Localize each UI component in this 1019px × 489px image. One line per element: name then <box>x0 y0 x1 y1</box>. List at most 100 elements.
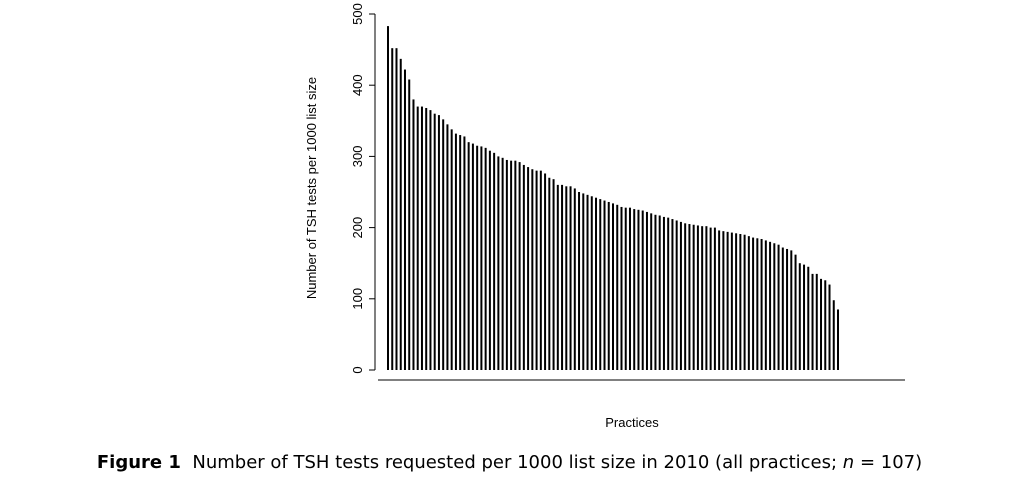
caption-text: Number of TSH tests requested per 1000 l… <box>192 452 843 473</box>
caption-label: Figure 1 <box>96 452 181 473</box>
bar <box>556 184 559 370</box>
bar <box>658 215 661 370</box>
caption-italic: n <box>842 452 855 473</box>
bar <box>790 250 793 370</box>
bar <box>832 300 835 370</box>
bar <box>518 162 521 370</box>
bar <box>803 264 806 370</box>
y-axis-label: Number of TSH tests per 1000 list size <box>304 77 319 299</box>
bar <box>684 223 687 370</box>
bar <box>561 184 564 370</box>
bar <box>497 156 500 370</box>
bar <box>616 204 619 370</box>
bar <box>709 227 712 370</box>
bar <box>522 164 525 370</box>
bar <box>510 160 513 370</box>
bar <box>527 167 530 370</box>
bar <box>416 106 419 370</box>
bar <box>603 200 606 370</box>
bar <box>429 110 432 371</box>
bar <box>794 254 797 370</box>
bar <box>739 234 742 370</box>
bar <box>442 119 445 370</box>
bar <box>641 210 644 370</box>
bar <box>637 209 640 370</box>
bar <box>493 152 496 370</box>
bar <box>696 225 699 370</box>
bar <box>573 188 576 370</box>
bar <box>650 213 653 370</box>
bar <box>450 129 453 370</box>
bar <box>454 133 457 370</box>
bar <box>756 238 759 370</box>
bar <box>395 48 398 371</box>
bar <box>480 146 483 370</box>
bar <box>539 170 542 370</box>
bar <box>807 266 810 370</box>
bar <box>590 196 593 370</box>
bar <box>662 216 665 370</box>
bar <box>548 177 551 370</box>
x-axis-label: Practices <box>605 415 659 430</box>
bar <box>777 244 780 370</box>
bar <box>722 231 725 370</box>
bar <box>628 207 631 370</box>
bar <box>671 219 674 370</box>
bar <box>433 113 436 371</box>
bar <box>781 247 784 370</box>
bar <box>403 69 406 370</box>
bar <box>692 224 695 370</box>
bar <box>645 211 648 370</box>
bar <box>467 142 470 370</box>
bar <box>437 115 440 370</box>
bar <box>675 220 678 370</box>
bar <box>633 209 636 370</box>
bar <box>412 99 415 370</box>
bar <box>688 224 691 370</box>
bar <box>786 248 789 370</box>
bar <box>828 284 831 370</box>
bar <box>484 147 487 370</box>
bar <box>769 241 772 370</box>
bar <box>459 135 462 370</box>
bar <box>679 221 682 370</box>
bar <box>514 160 517 370</box>
bar <box>773 243 776 370</box>
bar <box>743 234 746 370</box>
bar <box>747 236 750 370</box>
bar <box>667 217 670 370</box>
y-tick-label: 400 <box>350 74 365 96</box>
bar <box>612 203 614 370</box>
bar <box>701 226 704 370</box>
bar <box>471 143 474 370</box>
bar <box>420 106 423 370</box>
bar <box>620 206 623 370</box>
bar <box>463 136 466 370</box>
bar <box>595 197 598 370</box>
bar <box>760 238 763 370</box>
bar <box>544 173 547 370</box>
bar <box>815 273 818 370</box>
bar <box>607 201 610 370</box>
bar <box>578 192 581 370</box>
bar <box>705 226 708 370</box>
bar <box>476 145 479 370</box>
bar <box>408 79 411 370</box>
bar <box>531 169 534 370</box>
bar <box>764 240 767 370</box>
bar <box>501 157 504 370</box>
bar <box>586 194 589 370</box>
bar <box>820 278 823 370</box>
bar <box>391 48 394 371</box>
bar <box>726 231 729 370</box>
y-tick-label: 200 <box>350 217 365 239</box>
bar <box>713 227 716 370</box>
y-tick-label: 300 <box>350 146 365 168</box>
bar <box>488 150 491 370</box>
bar <box>837 309 839 370</box>
bar <box>552 179 555 370</box>
y-tick-label: 100 <box>350 288 365 310</box>
bar <box>811 273 814 370</box>
figure-caption: Figure 1 Number of TSH tests requested p… <box>0 452 1019 473</box>
